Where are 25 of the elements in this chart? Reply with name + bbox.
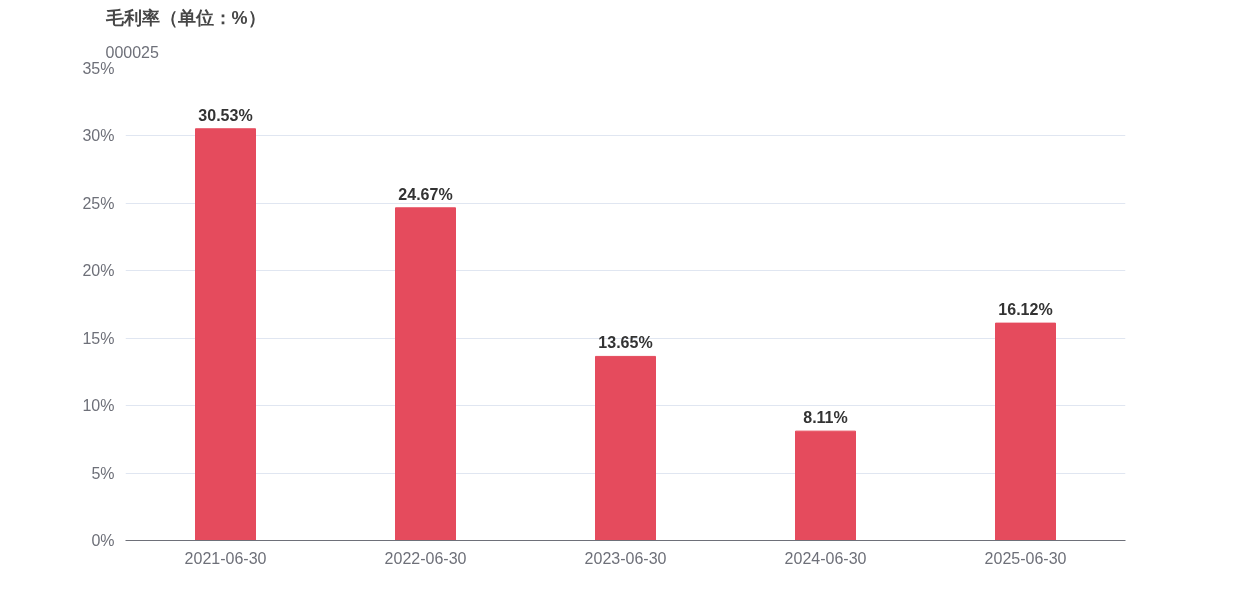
bar: [595, 355, 656, 541]
data-label: 8.11%: [803, 409, 848, 427]
data-label: 30.53%: [198, 106, 253, 124]
y-tick-label: 0%: [91, 532, 115, 549]
data-label: 24.67%: [398, 185, 453, 203]
y-tick-label: 25%: [82, 194, 115, 212]
y-tick-label: 5%: [91, 464, 115, 482]
y-tick-label: 35%: [82, 60, 115, 77]
bar: [795, 430, 856, 541]
bar: [395, 207, 456, 541]
y-tick-label: 10%: [82, 397, 115, 415]
x-tick-label: 2024-06-30: [784, 549, 867, 567]
y-tick-label: 15%: [82, 329, 115, 347]
chart-subtitle: 000025: [105, 43, 159, 61]
y-tick-label: 30%: [82, 127, 115, 145]
y-tick-label: 20%: [82, 262, 115, 280]
x-tick-label: 2021-06-30: [184, 549, 267, 567]
chart-title: 毛利率（单位：%）: [104, 7, 266, 28]
bar: [995, 322, 1056, 541]
x-tick-label: 2022-06-30: [384, 549, 467, 567]
data-label: 13.65%: [598, 334, 653, 352]
data-label: 16.12%: [998, 301, 1053, 319]
x-tick-label: 2023-06-30: [584, 549, 667, 567]
x-tick-label: 2025-06-30: [984, 549, 1067, 567]
bar: [195, 128, 256, 541]
